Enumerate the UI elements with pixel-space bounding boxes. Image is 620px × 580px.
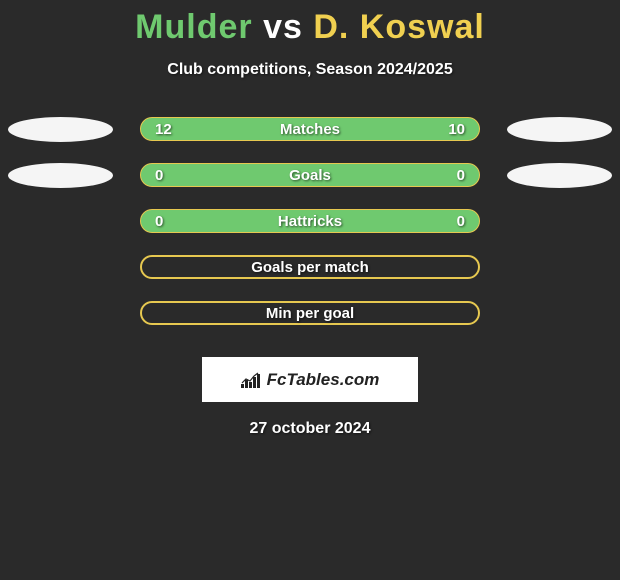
stat-bar: 0 Goals 0 [140, 163, 480, 187]
stat-row: 0 Goals 0 [0, 163, 620, 209]
avatar-left [8, 117, 113, 142]
stat-row: Goals per match [0, 255, 620, 301]
stat-value-right: 0 [445, 213, 465, 230]
stat-label: Min per goal [266, 305, 354, 322]
stat-value-left: 0 [155, 167, 175, 184]
stat-value-left: 12 [155, 121, 175, 138]
stat-value-right: 0 [445, 167, 465, 184]
stat-label: Hattricks [278, 213, 342, 230]
stat-value-right: 10 [445, 121, 465, 138]
subtitle: Club competitions, Season 2024/2025 [0, 61, 620, 79]
stat-row: Min per goal [0, 301, 620, 347]
logo-box: FcTables.com [202, 357, 418, 402]
stat-label: Goals per match [251, 259, 369, 276]
stat-bar: Min per goal [140, 301, 480, 325]
stat-bar: 0 Hattricks 0 [140, 209, 480, 233]
avatar-right [507, 117, 612, 142]
stat-label: Goals [289, 167, 331, 184]
avatar-left [8, 163, 113, 188]
stat-bar: 12 Matches 10 [140, 117, 480, 141]
page-title: Mulder vs D. Koswal [0, 0, 620, 47]
stat-value-left: 0 [155, 213, 175, 230]
stat-bar: Goals per match [140, 255, 480, 279]
chart-icon [241, 372, 261, 388]
comparison-table: 12 Matches 10 0 Goals 0 0 Hattricks 0 Goals per m… [0, 117, 620, 347]
player-right-name: D. Koswal [313, 8, 484, 46]
stat-label: Matches [280, 121, 340, 138]
vs-separator: vs [253, 8, 314, 46]
stat-row: 0 Hattricks 0 [0, 209, 620, 255]
date-label: 27 october 2024 [0, 420, 620, 438]
stat-row: 12 Matches 10 [0, 117, 620, 163]
player-left-name: Mulder [135, 8, 252, 46]
logo-text: FcTables.com [267, 370, 380, 390]
avatar-right [507, 163, 612, 188]
